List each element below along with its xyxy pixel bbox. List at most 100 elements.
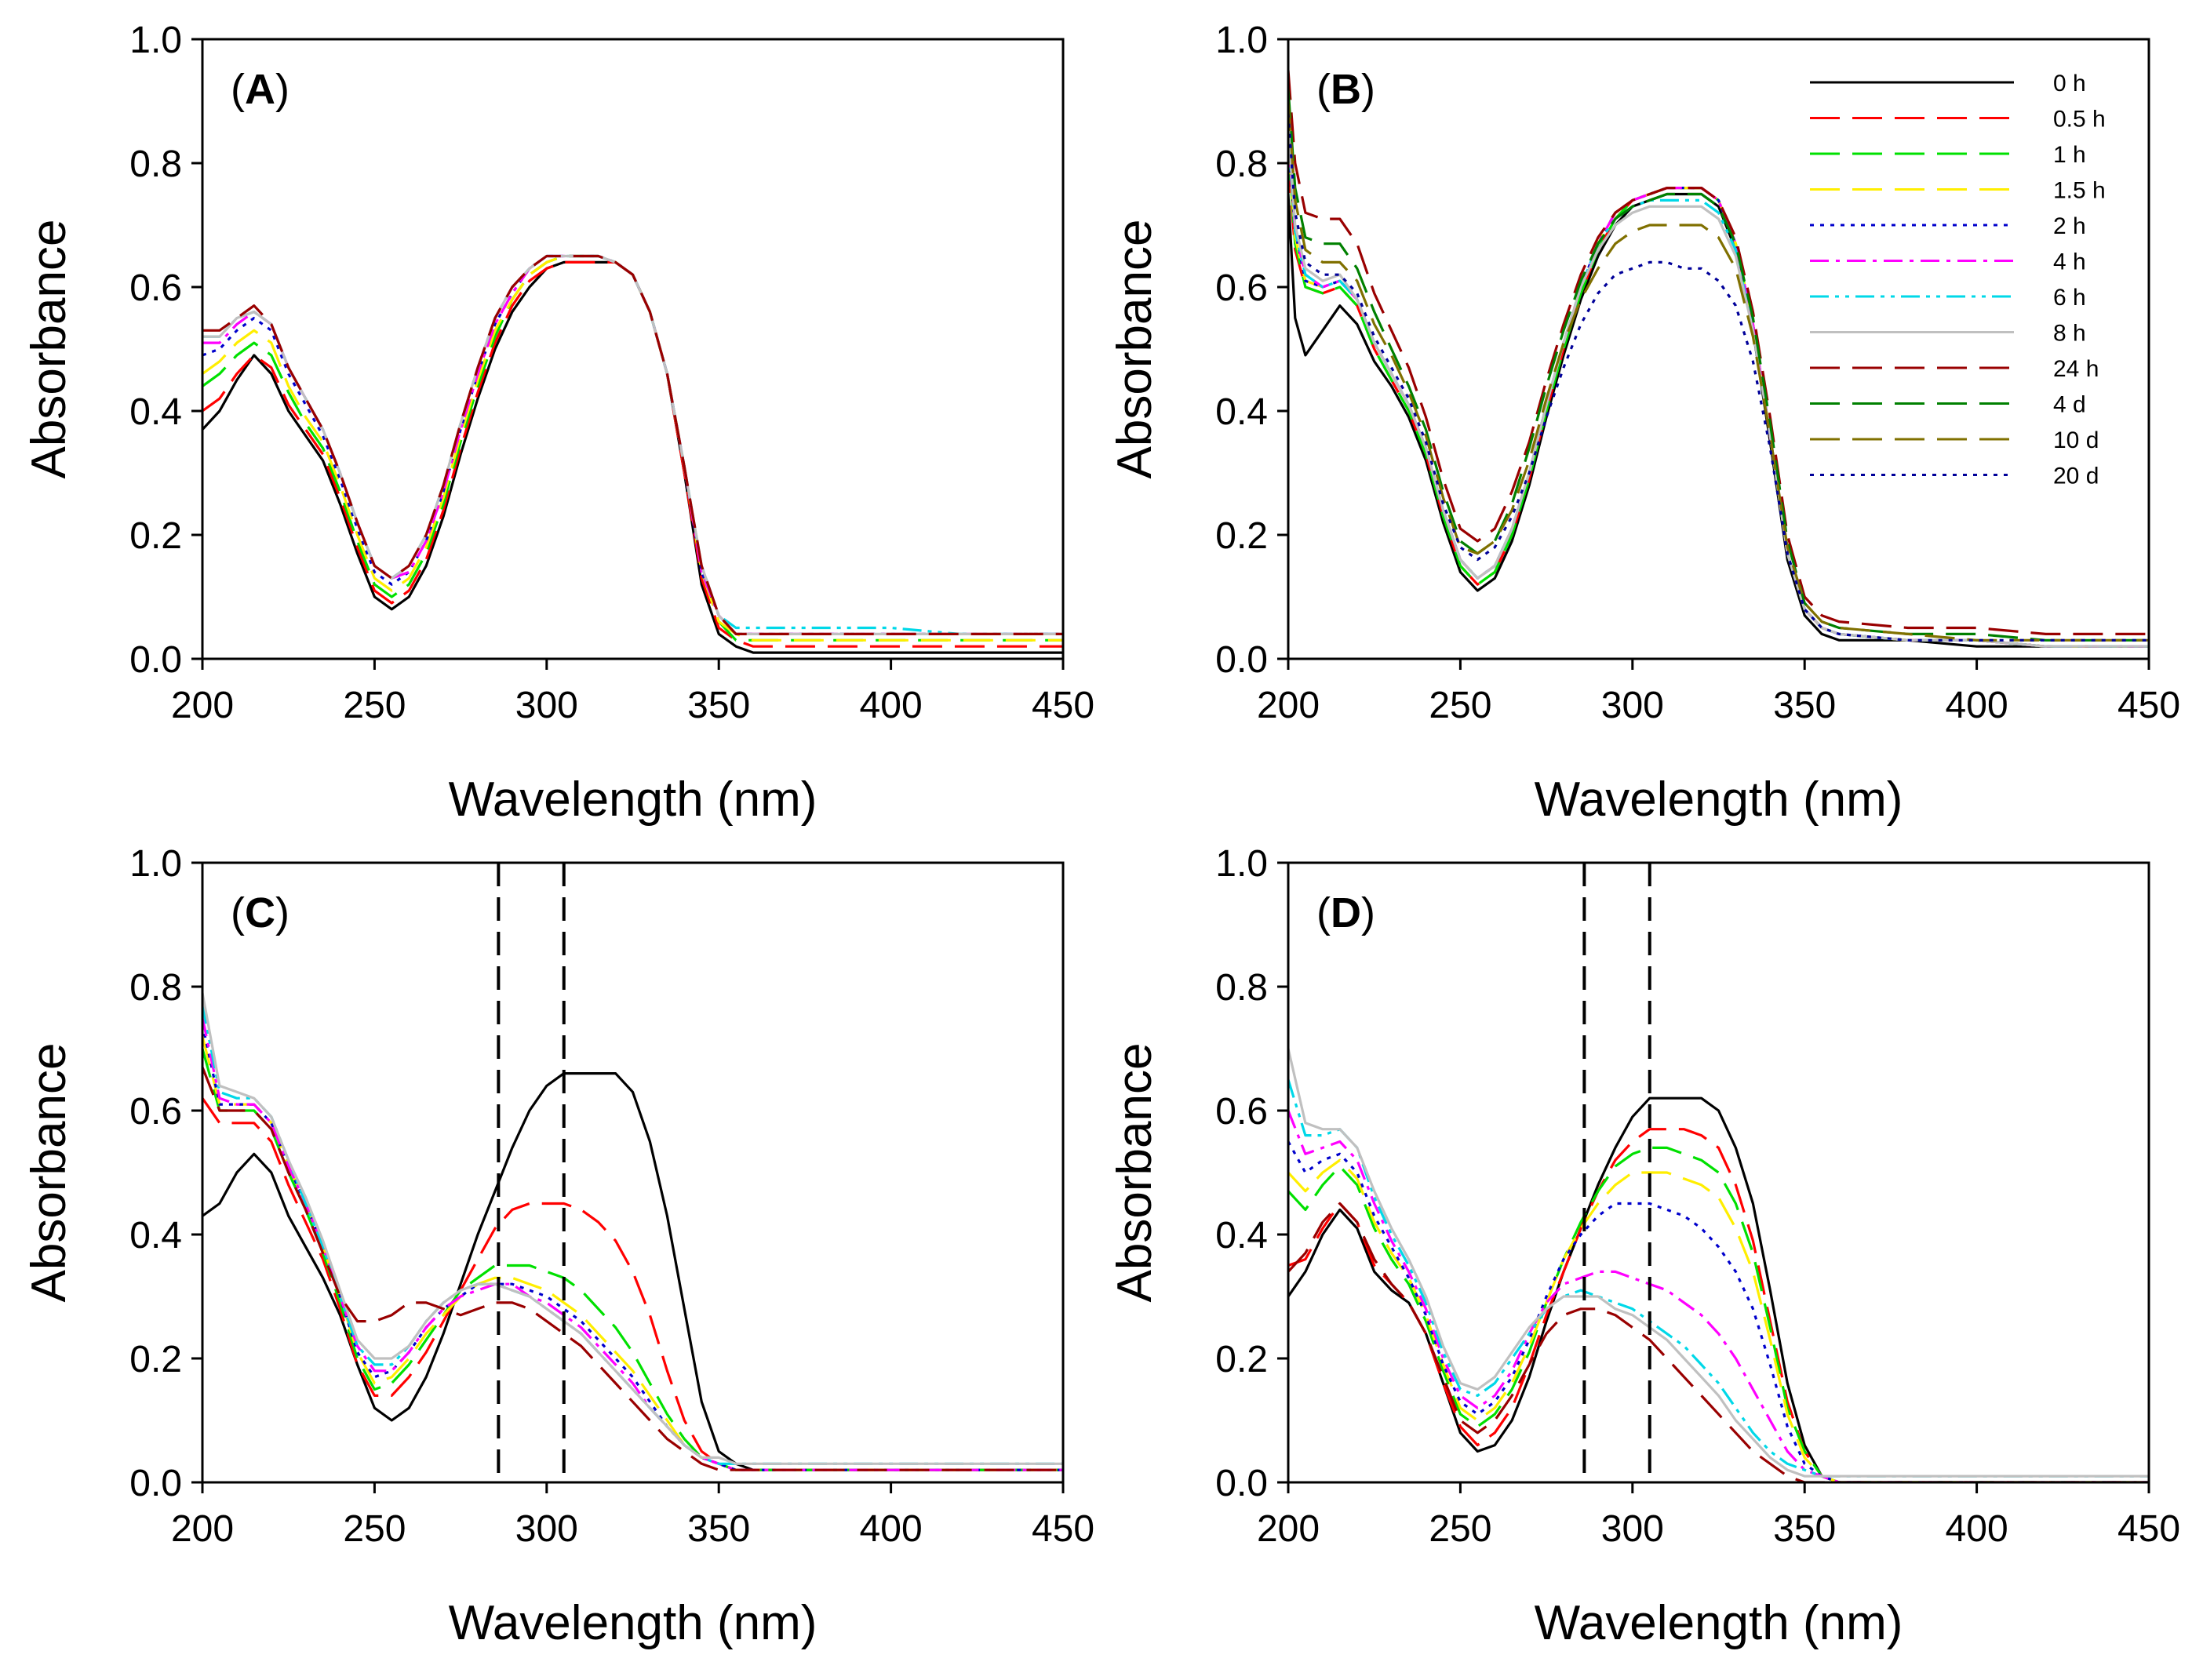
- chart-1-x-tick-label: 200: [1257, 685, 1320, 726]
- chart-0-y-tick-label: 0.0: [129, 639, 182, 681]
- chart-3-x-tick-label: 450: [2117, 1508, 2180, 1550]
- chart-3-y-tick-label: 0.4: [1215, 1215, 1268, 1256]
- chart-2-x-tick-label: 400: [860, 1508, 923, 1550]
- chart-1-y-tick-label: 0.0: [1215, 639, 1268, 681]
- chart-0-x-tick-label: 350: [687, 685, 750, 726]
- chart-2-series-line: [202, 1097, 1063, 1471]
- chart-2-series-line: [202, 992, 1063, 1465]
- chart-1-legend-label: 24 h: [2053, 356, 2099, 382]
- chart-2-series-line: [202, 1005, 1063, 1465]
- chart-1-x-tick-label: 300: [1601, 685, 1664, 726]
- chart-2-y-tick-label: 0.0: [129, 1463, 182, 1504]
- chart-2-x-tick-label: 350: [687, 1508, 750, 1550]
- chart-3: 200 250 300 350 400 450 0.0 0.2 0.4 0.6 0.8 1.0 Wave…: [1108, 843, 2180, 1650]
- chart-1-legend-label: 4 h: [2053, 249, 2086, 275]
- chart-1-series-line: [1288, 100, 2149, 642]
- chart-2-panel-label-close: ): [275, 889, 289, 936]
- chart-1-plot-frame: [1287, 38, 2150, 660]
- chart-3-x-tick-label: 400: [1946, 1508, 2008, 1550]
- chart-3-y-axis-title: Absorbance: [1108, 1043, 1162, 1303]
- chart-1-y-tick-label: 1.0: [1215, 20, 1268, 61]
- chart-1-panel-label-letter: B: [1331, 66, 1361, 113]
- chart-3-plot-frame: [1287, 861, 2150, 1484]
- chart-3-series-line: [1288, 1158, 2149, 1482]
- chart-1-y-tick-label: 0.4: [1215, 391, 1268, 433]
- chart-0-y-tick-label: 0.2: [129, 515, 182, 557]
- chart-3-panel-label-close: ): [1361, 889, 1375, 936]
- chart-2-plot-frame: [201, 861, 1065, 1484]
- chart-3-series-line: [1288, 1048, 2149, 1478]
- chart-2-panel-label-letter: C: [245, 889, 275, 936]
- chart-1-series-line: [1288, 125, 2149, 648]
- chart-0-panel-label-letter: A: [245, 66, 275, 113]
- chart-0-series-group: [202, 254, 1063, 654]
- chart-3-series-line: [1288, 1096, 2149, 1482]
- chart-0-panel-label-open: (: [231, 66, 245, 113]
- chart-2-y-tick-label: 0.4: [129, 1215, 182, 1256]
- chart-1-x-tick-label: 350: [1773, 685, 1836, 726]
- chart-0: 200 250 300 350 400 450 0.0 0.2 0.4 0.6 0.8 1.0 Wave…: [22, 20, 1094, 827]
- chart-1-y-tick-label: 0.2: [1215, 515, 1268, 557]
- chart-1: 200 250 300 350 400 450 0.0 0.2 0.4 0.6 0.8 1.0 Wave…: [1108, 20, 2180, 827]
- chart-3-series-line: [1288, 1079, 2149, 1478]
- chart-2: 200 250 300 350 400 450 0.0 0.2 0.4 0.6 0.8 1.0 Wave…: [22, 843, 1094, 1650]
- chart-3-series-group: [1288, 1048, 2149, 1482]
- chart-0-y-tick-label: 1.0: [129, 20, 182, 61]
- chart-3-series-line: [1288, 1110, 2149, 1482]
- chart-1-series-line: [1288, 89, 2149, 642]
- chart-0-series-line: [202, 254, 1063, 635]
- chart-1-series-line: [1288, 70, 2149, 635]
- chart-1-panel-label-close: ): [1361, 66, 1375, 113]
- chart-0-series-line: [202, 260, 1063, 654]
- chart-3-y-tick-label: 1.0: [1215, 843, 1268, 885]
- chart-2-y-axis-title: Absorbance: [22, 1043, 76, 1303]
- chart-0-panel-label: (A): [231, 66, 289, 113]
- chart-2-x-tick-label: 300: [515, 1508, 578, 1550]
- chart-3-series-line: [1288, 1202, 2149, 1482]
- chart-1-legend-label: 20 d: [2053, 464, 2099, 489]
- chart-1-legend-label: 0.5 h: [2053, 107, 2106, 133]
- chart-2-panel-label-open: (: [231, 889, 245, 936]
- chart-3-panel-label: (D): [1316, 889, 1375, 936]
- chart-3-series-line: [1288, 1128, 2149, 1482]
- chart-2-series-line: [202, 1035, 1063, 1471]
- chart-1-x-tick-label: 250: [1429, 685, 1491, 726]
- chart-0-x-tick-label: 450: [1032, 685, 1094, 726]
- chart-1-series-line: [1288, 192, 2149, 648]
- chart-0-panel-label-close: ): [275, 66, 289, 113]
- chart-3-y-tick-label: 0.2: [1215, 1339, 1268, 1380]
- chart-1-legend-label: 4 d: [2053, 392, 2086, 418]
- chart-2-x-tick-label: 200: [171, 1508, 234, 1550]
- chart-1-y-tick-label: 0.6: [1215, 267, 1268, 309]
- chart-0-x-tick-label: 400: [860, 685, 923, 726]
- chart-2-series-line: [202, 1048, 1063, 1471]
- chart-3-panel-label-letter: D: [1331, 889, 1361, 936]
- chart-0-x-tick-label: 200: [171, 685, 234, 726]
- chart-1-series-line: [1288, 113, 2149, 642]
- chart-1-legend-label: 1.5 h: [2053, 178, 2106, 204]
- chart-3-x-tick-label: 200: [1257, 1508, 1320, 1550]
- chart-0-plot-frame: [201, 38, 1065, 660]
- chart-1-legend-label: 1 h: [2053, 142, 2086, 168]
- chart-2-series-line: [202, 1067, 1063, 1471]
- chart-1-x-tick-label: 400: [1946, 685, 2008, 726]
- chart-3-x-tick-label: 300: [1601, 1508, 1664, 1550]
- chart-1-legend-label: 2 h: [2053, 213, 2086, 239]
- chart-1-x-axis-title: Wavelength (nm): [1535, 773, 1903, 827]
- chart-3-y-tick-label: 0.6: [1215, 1091, 1268, 1133]
- chart-3-y-tick-label: 0.0: [1215, 1463, 1268, 1504]
- chart-0-series-line: [202, 260, 1063, 648]
- chart-0-series-line: [202, 254, 1063, 635]
- chart-2-panel-label: (C): [231, 889, 289, 936]
- chart-0-y-tick-label: 0.8: [129, 144, 182, 185]
- chart-3-panel-label-open: (: [1316, 889, 1331, 936]
- chart-0-series-line: [202, 254, 1063, 642]
- chart-1-x-tick-label: 450: [2117, 685, 2180, 726]
- chart-1-legend-label: 10 d: [2053, 427, 2099, 453]
- chart-0-series-line: [202, 254, 1063, 635]
- chart-3-y-tick-label: 0.8: [1215, 967, 1268, 1009]
- chart-0-x-axis-title: Wavelength (nm): [449, 773, 817, 827]
- chart-2-series-line: [202, 1072, 1063, 1471]
- chart-2-series-group: [202, 992, 1063, 1471]
